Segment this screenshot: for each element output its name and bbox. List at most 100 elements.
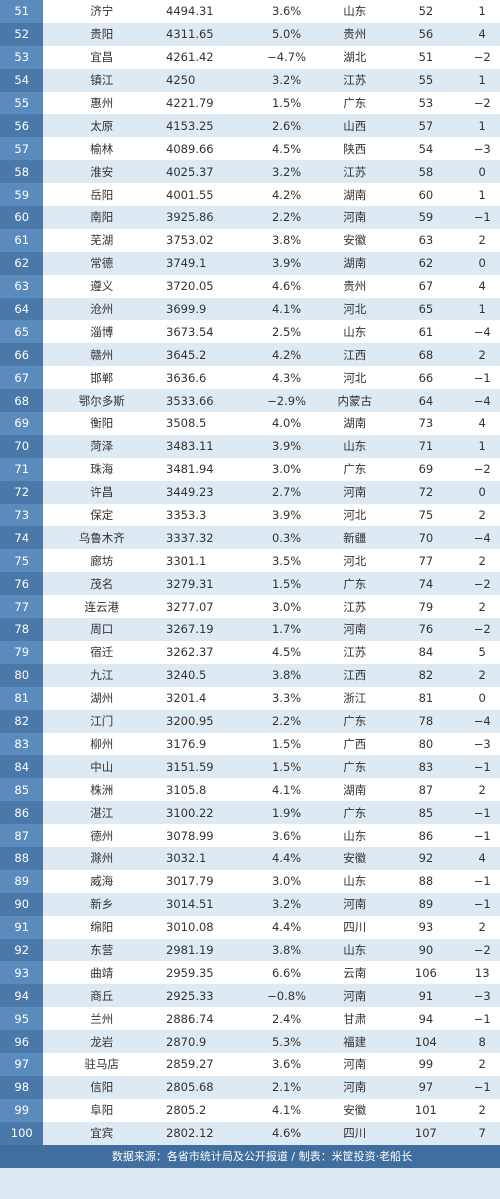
- gdp-cell: 3267.19: [166, 622, 214, 637]
- city-cell: 九江: [90, 668, 114, 683]
- table-row: 70 菏泽 3483.11 3.9% 山东 71 1: [0, 434, 500, 458]
- growth-cell: 4.2%: [271, 347, 302, 362]
- province-cell: 安徽: [343, 851, 367, 866]
- rank-change-cell: −1: [473, 805, 491, 820]
- rank-change-cell: −1: [473, 370, 491, 385]
- prev-rank-cell: 93: [418, 920, 434, 935]
- table-row: 81 湖州 3201.4 3.3% 浙江 81 0: [0, 686, 500, 710]
- province-cell: 广东: [343, 714, 367, 729]
- province-cell: 广东: [343, 462, 367, 477]
- rank-change-cell: −3: [473, 988, 491, 1003]
- gdp-cell: 2886.74: [166, 1011, 214, 1026]
- gdp-cell: 3240.5: [166, 668, 207, 683]
- growth-cell: 3.0%: [271, 599, 302, 614]
- gdp-cell: 3105.8: [166, 782, 207, 797]
- province-cell: 河北: [343, 553, 367, 568]
- table-row: 82 江门 3200.95 2.2% 广东 78 −4: [0, 709, 500, 733]
- gdp-cell: 3353.3: [166, 508, 207, 523]
- rank-change-cell: −1: [473, 874, 491, 889]
- city-cell: 衡阳: [90, 416, 114, 431]
- rank-change-cell: −1: [473, 897, 491, 912]
- prev-rank-cell: 91: [418, 988, 434, 1003]
- rank-cell: 94: [0, 984, 44, 1008]
- prev-rank-cell: 64: [418, 393, 434, 408]
- gdp-cell: 3533.66: [166, 393, 214, 408]
- prev-rank-cell: 89: [418, 897, 434, 912]
- prev-rank-cell: 60: [418, 187, 434, 202]
- prev-rank-cell: 82: [418, 668, 434, 683]
- province-cell: 甘肃: [343, 1011, 367, 1026]
- rank-change-cell: −4: [473, 324, 491, 339]
- province-cell: 山东: [343, 324, 367, 339]
- city-cell: 绵阳: [90, 920, 114, 935]
- rank-cell: 52: [0, 22, 44, 46]
- rank-cell: 59: [0, 183, 44, 207]
- province-cell: 河南: [343, 897, 367, 912]
- growth-cell: 4.5%: [271, 141, 302, 156]
- city-cell: 芜湖: [90, 233, 114, 248]
- table-row: 93 曲靖 2959.35 6.6% 云南 106 13: [0, 961, 500, 985]
- rank-cell: 99: [0, 1098, 44, 1122]
- prev-rank-cell: 80: [418, 736, 434, 751]
- gdp-cell: 4221.79: [166, 96, 214, 110]
- table-row: 61 芜湖 3753.02 3.8% 安徽 63 2: [0, 228, 500, 252]
- province-cell: 贵州: [343, 279, 367, 294]
- rank-cell: 69: [0, 412, 44, 435]
- city-cell: 东营: [90, 942, 114, 957]
- growth-cell: 3.2%: [271, 73, 302, 88]
- rank-cell: 64: [0, 297, 44, 321]
- rank-cell: 80: [0, 663, 44, 687]
- prev-rank-cell: 101: [414, 1103, 437, 1118]
- gdp-cell: 2925.33: [166, 988, 214, 1003]
- prev-rank-cell: 74: [418, 576, 434, 591]
- footer-rank-spacer: [0, 1144, 44, 1168]
- prev-rank-cell: 81: [418, 691, 434, 706]
- rank-change-cell: −4: [473, 393, 491, 408]
- table-row: 95 兰州 2886.74 2.4% 甘肃 94 −1: [0, 1007, 500, 1031]
- prev-rank-cell: 86: [418, 828, 434, 843]
- rank-cell: 65: [0, 320, 44, 344]
- gdp-cell: 3279.31: [166, 576, 214, 591]
- province-cell: 广东: [343, 576, 367, 591]
- table-row: 52 贵阳 4311.65 5.0% 贵州 56 4: [0, 22, 500, 46]
- prev-rank-cell: 71: [418, 439, 434, 454]
- rank-cell: 91: [0, 915, 44, 939]
- province-cell: 山东: [343, 828, 367, 843]
- city-cell: 周口: [90, 622, 114, 637]
- prev-rank-cell: 53: [418, 96, 434, 110]
- city-cell: 济宁: [90, 4, 114, 19]
- growth-cell: 3.8%: [271, 942, 302, 957]
- rank-change-cell: 5: [478, 645, 486, 660]
- city-cell: 信阳: [90, 1080, 114, 1095]
- prev-rank-cell: 87: [418, 782, 434, 797]
- rank-change-cell: −4: [473, 714, 491, 729]
- table-row: 69 衡阳 3508.5 4.0% 湖南 73 4: [0, 412, 500, 435]
- table-row: 58 淮安 4025.37 3.2% 江苏 58 0: [0, 160, 500, 184]
- city-cell: 珠海: [90, 462, 114, 477]
- growth-cell: 1.9%: [271, 805, 302, 820]
- province-cell: 四川: [343, 1126, 367, 1141]
- prev-rank-cell: 68: [418, 347, 434, 362]
- gdp-cell: 3753.02: [166, 233, 214, 248]
- prev-rank-cell: 83: [418, 759, 434, 774]
- prev-rank-cell: 62: [418, 256, 434, 271]
- rank-cell: 56: [0, 114, 44, 138]
- city-cell: 遵义: [90, 279, 114, 294]
- growth-cell: 4.4%: [271, 920, 302, 935]
- city-cell: 柳州: [90, 736, 114, 751]
- growth-cell: 3.8%: [271, 233, 302, 248]
- table-row: 88 滁州 3032.1 4.4% 安徽 92 4: [0, 846, 500, 870]
- table-row: 75 廊坊 3301.1 3.5% 河北 77 2: [0, 549, 500, 573]
- gdp-cell: 2802.12: [166, 1126, 214, 1141]
- prev-rank-cell: 63: [418, 233, 434, 248]
- growth-cell: 4.0%: [271, 416, 302, 431]
- rank-cell: 63: [0, 274, 44, 298]
- rank-change-cell: 0: [478, 256, 486, 271]
- prev-rank-cell: 54: [418, 141, 434, 156]
- table-row: 98 信阳 2805.68 2.1% 河南 97 −1: [0, 1075, 500, 1099]
- table-row: 65 淄博 3673.54 2.5% 山东 61 −4: [0, 320, 500, 344]
- province-cell: 江苏: [343, 599, 367, 614]
- city-cell: 茂名: [90, 576, 114, 591]
- prev-rank-cell: 52: [418, 4, 434, 19]
- prev-rank-cell: 58: [418, 164, 434, 179]
